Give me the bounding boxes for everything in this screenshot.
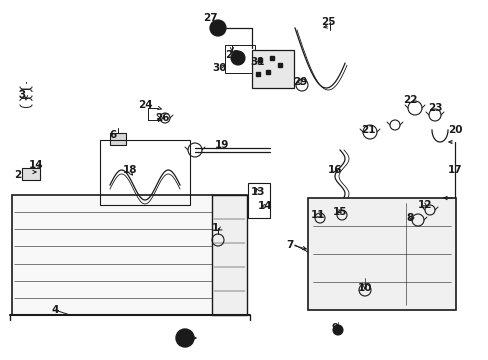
Text: 21: 21 xyxy=(360,125,374,135)
Text: 11: 11 xyxy=(310,210,325,220)
Text: 12: 12 xyxy=(417,200,431,210)
Text: 14: 14 xyxy=(29,160,43,170)
Text: 26: 26 xyxy=(154,113,169,123)
Text: 30: 30 xyxy=(212,63,227,73)
Circle shape xyxy=(181,334,189,342)
Text: 31: 31 xyxy=(250,57,264,67)
Text: 2: 2 xyxy=(14,170,21,180)
Circle shape xyxy=(176,329,194,347)
Text: 3: 3 xyxy=(19,90,25,100)
Text: 7: 7 xyxy=(286,240,293,250)
Text: 13: 13 xyxy=(250,187,264,197)
Bar xyxy=(12,195,246,315)
Text: 28: 28 xyxy=(224,50,239,60)
Text: 16: 16 xyxy=(327,165,342,175)
Circle shape xyxy=(209,20,225,36)
Bar xyxy=(100,140,190,205)
Text: 24: 24 xyxy=(138,100,152,110)
Text: 1: 1 xyxy=(211,223,218,233)
Text: 8: 8 xyxy=(406,213,413,223)
Text: 20: 20 xyxy=(447,125,461,135)
Circle shape xyxy=(332,325,342,335)
Text: 27: 27 xyxy=(202,13,217,23)
Bar xyxy=(22,168,40,180)
Bar xyxy=(307,198,455,310)
Text: 22: 22 xyxy=(402,95,416,105)
Bar xyxy=(110,133,126,145)
Text: 15: 15 xyxy=(332,207,346,217)
Text: 19: 19 xyxy=(214,140,229,150)
Text: 6: 6 xyxy=(109,130,116,140)
Text: 29: 29 xyxy=(292,77,306,87)
Text: 4: 4 xyxy=(51,305,59,315)
Text: 5: 5 xyxy=(181,330,188,340)
Text: 9: 9 xyxy=(331,323,338,333)
Text: 17: 17 xyxy=(447,165,461,175)
Bar xyxy=(212,195,246,315)
Bar xyxy=(251,50,293,88)
Text: 14: 14 xyxy=(257,201,272,211)
Text: 23: 23 xyxy=(427,103,441,113)
Circle shape xyxy=(230,51,244,65)
Text: 25: 25 xyxy=(320,17,335,27)
Text: 18: 18 xyxy=(122,165,137,175)
Bar xyxy=(247,183,269,218)
Bar xyxy=(224,45,254,73)
Text: 10: 10 xyxy=(357,283,371,293)
